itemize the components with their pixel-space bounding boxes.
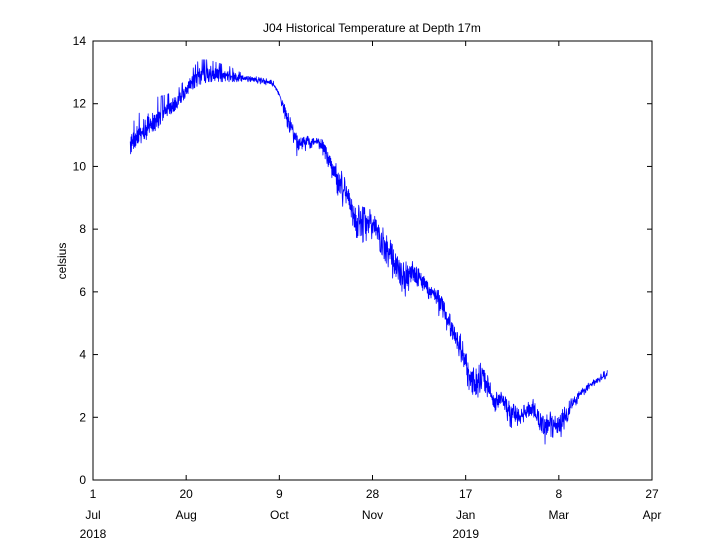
y-tick-label: 12 (73, 97, 87, 111)
x-tick-month: Mar (548, 508, 569, 522)
y-tick-label: 8 (79, 222, 86, 236)
x-tick-day: 1 (90, 487, 97, 501)
x-tick-month: Jul (85, 508, 100, 522)
y-tick-label: 6 (79, 285, 86, 299)
x-tick-month: Jan (456, 508, 475, 522)
x-tick-month: Aug (175, 508, 196, 522)
x-tick-month: Oct (270, 508, 289, 522)
y-tick-label: 4 (79, 348, 86, 362)
x-tick-year: 2019 (452, 527, 479, 540)
x-tick-month: Nov (362, 508, 383, 522)
temperature-series (129, 59, 608, 445)
y-tick-label: 0 (79, 473, 86, 487)
x-tick-year: 2018 (80, 527, 107, 540)
y-tick-label: 2 (79, 410, 86, 424)
x-tick-day: 28 (366, 487, 380, 501)
series-line (129, 59, 608, 445)
y-axis-ticks: 0 2 4 6 8 10 12 14 (73, 34, 652, 487)
y-tick-label: 14 (73, 34, 87, 48)
x-tick-day: 27 (645, 487, 659, 501)
x-tick-day: 17 (459, 487, 473, 501)
chart-title: J04 Historical Temperature at Depth 17m (263, 21, 481, 35)
y-axis-label: celsius (55, 243, 69, 280)
x-tick-month: Apr (643, 508, 662, 522)
y-tick-label: 10 (73, 159, 87, 173)
x-tick-day: 9 (276, 487, 283, 501)
x-tick-day: 8 (555, 487, 562, 501)
x-tick-day: 20 (179, 487, 193, 501)
